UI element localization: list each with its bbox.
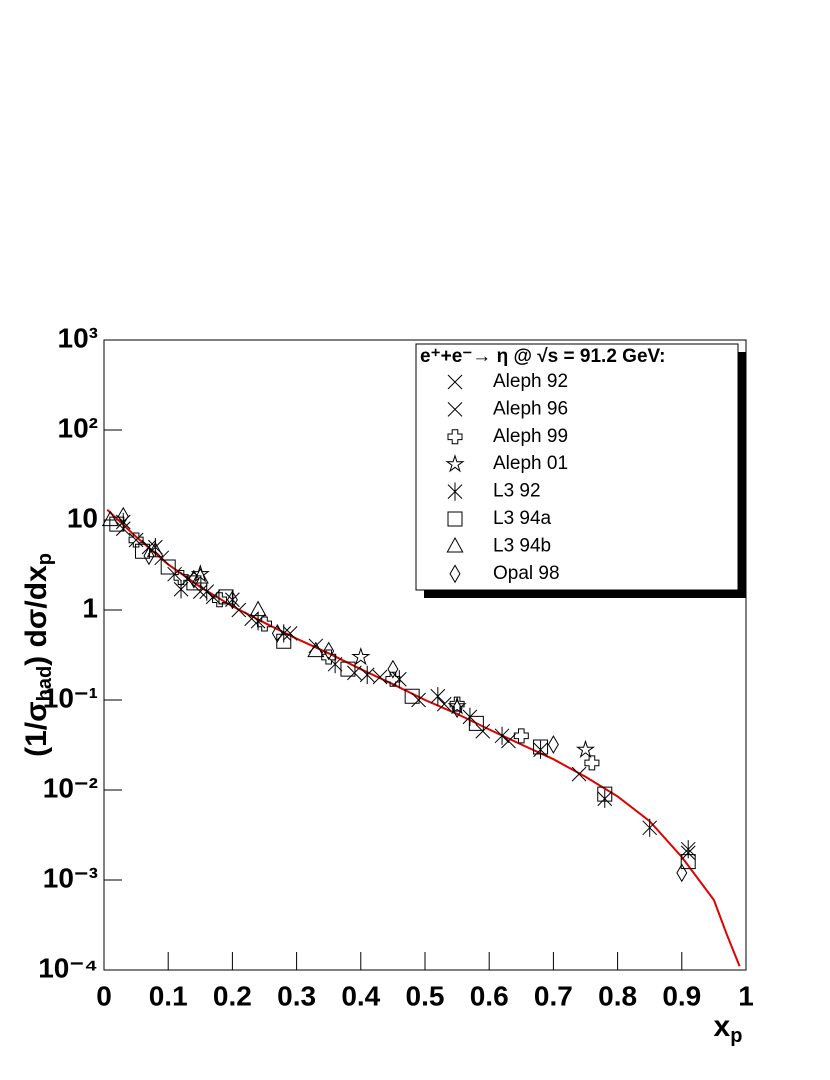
data-point [276,633,292,649]
data-point [347,665,362,681]
legend-label: L3 94a [493,508,552,529]
data-point [101,510,119,527]
data-point [327,655,343,674]
data-point [323,641,335,661]
y-tick-label: 10⁻¹ [43,682,98,713]
data-point [533,739,549,755]
data-point [571,766,587,782]
data-point [192,584,208,599]
data-point [642,818,658,837]
y-axis-title: (1/σhad) dσ/dxp [20,553,56,757]
y-tick-label: 10⁻² [43,772,98,803]
legend-marker [447,374,463,390]
x-tick-label: 0.4 [341,980,380,1011]
data-point [468,715,484,731]
x-title-part: x [714,1010,731,1043]
legend-marker [447,429,463,445]
y-title-part: had [34,666,56,702]
legend-label: Aleph 01 [493,453,568,474]
legend-marker [449,564,461,584]
data-point [271,623,283,643]
legend-marker [447,511,463,527]
data-point [128,532,144,548]
data-point [199,582,215,601]
data-point [154,550,170,566]
data-point [173,580,189,599]
data-point [372,669,388,685]
y-tick-label: 10⁻³ [43,862,98,893]
data-point [513,728,529,744]
legend-marker [445,454,465,473]
data-point [575,739,596,758]
y-tick-label: 10³ [58,322,98,353]
data-point [494,726,510,745]
data-point [430,687,446,706]
data-point [584,755,600,771]
data-point [160,559,176,575]
data-point [501,733,516,749]
y-title-part: p [34,553,56,565]
x-tick-label: 0.8 [598,980,637,1011]
legend-label: L3 92 [493,481,541,502]
y-title-part: ) dσ/dx [20,565,53,666]
x-tick-label: 0.6 [470,980,509,1011]
x-tick-label: 1 [738,980,754,1011]
data-point [117,506,129,526]
y-tick-label: 10² [58,412,98,443]
data-point [447,696,467,715]
data-point [680,840,696,859]
y-tick-label: 10 [67,502,98,533]
x-tick-label: 0.7 [534,980,573,1011]
legend-marker [447,482,463,501]
data-point [146,541,164,558]
data-point [597,786,613,802]
legend-label: L3 94b [493,535,551,556]
x-tick-label: 0 [96,980,112,1011]
legend-box [415,343,739,591]
data-point [218,589,234,605]
data-point [404,688,420,704]
data-point [225,590,240,609]
data-point [451,699,463,719]
data-point [475,723,491,739]
legend-label: Aleph 92 [493,371,568,392]
data-point [226,590,238,610]
legend-label: Aleph 99 [493,426,568,447]
data-point [436,696,452,712]
data-point [676,863,688,883]
legend-label: Opal 98 [493,563,560,584]
data-point [597,789,613,808]
data-point [385,671,401,687]
x-tick-label: 0.5 [406,980,445,1011]
data-point [411,692,426,708]
y-tick-label: 10⁻⁴ [38,952,98,983]
data-point [143,546,155,566]
data-point [282,626,298,641]
data-point [351,647,371,666]
data-point [173,569,189,585]
data-point [547,735,559,754]
x-tick-label: 0.2 [213,980,252,1011]
x-axis-title: xp [714,1010,743,1047]
data-point [387,659,399,679]
data-point [249,600,267,617]
data-point [148,537,163,557]
data-point [340,661,356,677]
data-point [135,543,151,559]
legend-title: e⁺+e⁻→ η @ √s = 91.2 GeV: [420,346,665,367]
y-tick-label: 1 [82,592,98,623]
y-title-part: (1/σ [20,701,53,757]
x-title-part: p [730,1025,742,1047]
data-point [680,854,696,870]
x-tick-label: 0.1 [149,980,188,1011]
x-tick-label: 0.9 [662,980,701,1011]
legend-label: Aleph 96 [493,398,568,419]
legend-marker [446,536,464,553]
data-point [359,665,375,685]
x-tick-label: 0.3 [277,980,316,1011]
data-point [307,641,325,658]
legend-marker [447,402,463,417]
data-point [188,569,200,589]
